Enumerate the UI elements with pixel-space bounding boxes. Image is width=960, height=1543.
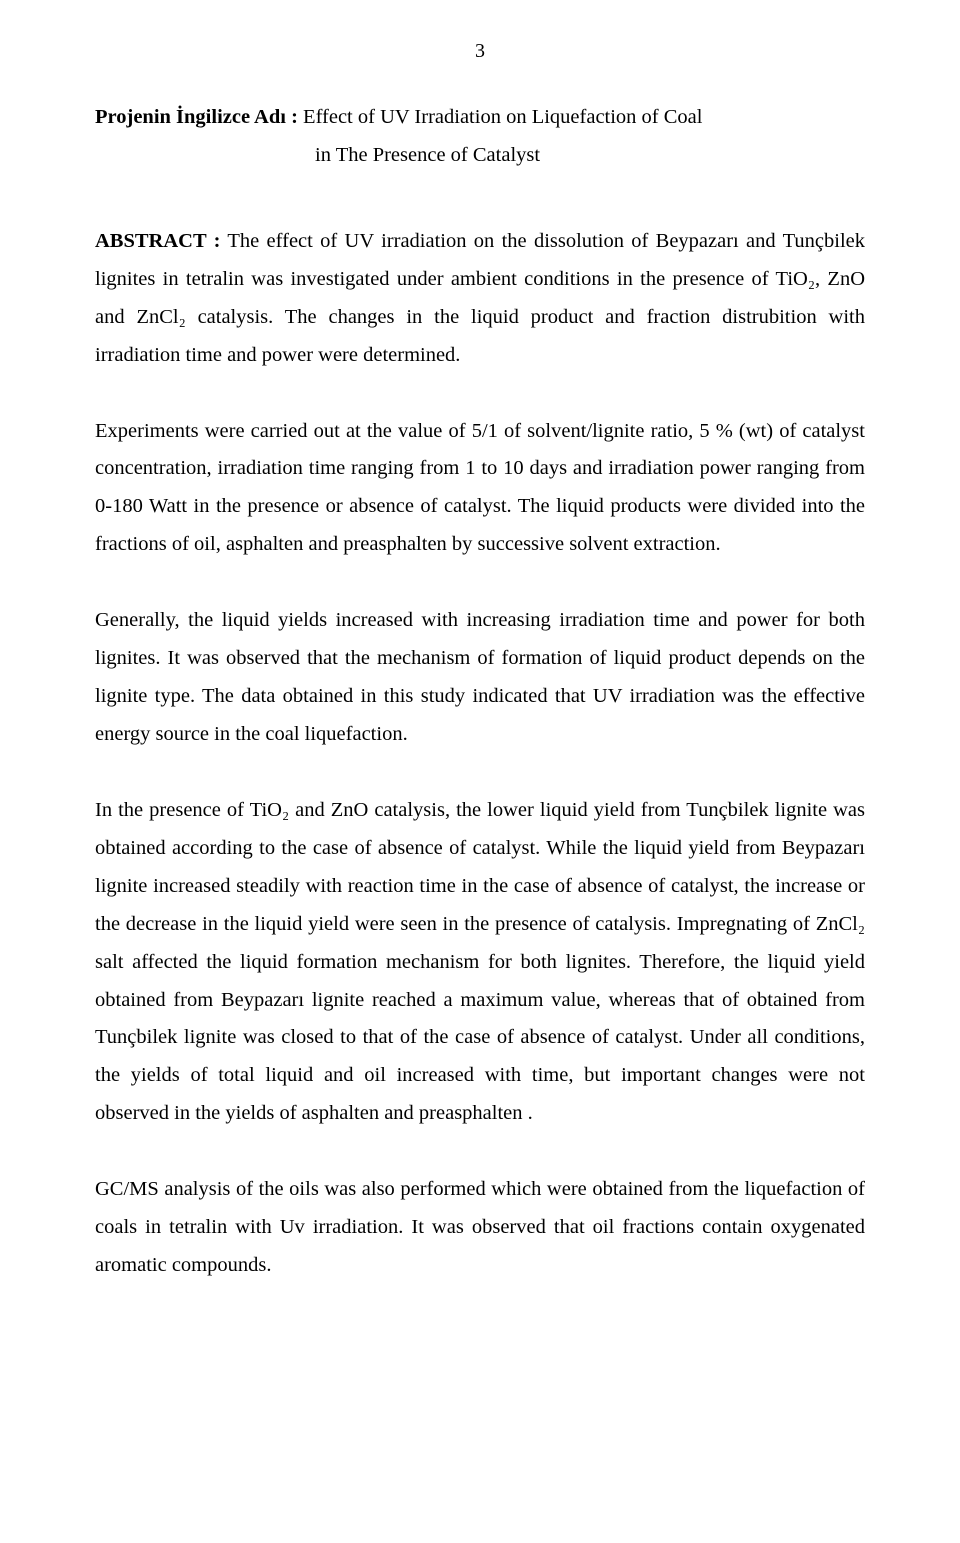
- title-value: Effect of UV Irradiation on Liquefaction…: [303, 106, 702, 128]
- body-paragraph-3: Generally, the liquid yields increased w…: [95, 602, 865, 754]
- title-line-1: Projenin İngilizce Adı : Effect of UV Ir…: [95, 99, 865, 137]
- body-paragraph-1: ABSTRACT : The effect of UV irradiation …: [95, 223, 865, 375]
- body-paragraph-4: In the presence of TiO₂ and ZnO catalysi…: [95, 792, 865, 1133]
- document-page: 3 Projenin İngilizce Adı : Effect of UV …: [0, 0, 960, 1543]
- page-number: 3: [95, 40, 865, 63]
- body-paragraph-5: GC/MS analysis of the oils was also perf…: [95, 1171, 865, 1285]
- title-subtitle: in The Presence of Catalyst: [95, 137, 865, 175]
- title-label: Projenin İngilizce Adı :: [95, 106, 298, 128]
- abstract-heading: ABSTRACT :: [95, 230, 220, 252]
- title-block: Projenin İngilizce Adı : Effect of UV Ir…: [95, 99, 865, 175]
- body-paragraph-2: Experiments were carried out at the valu…: [95, 413, 865, 565]
